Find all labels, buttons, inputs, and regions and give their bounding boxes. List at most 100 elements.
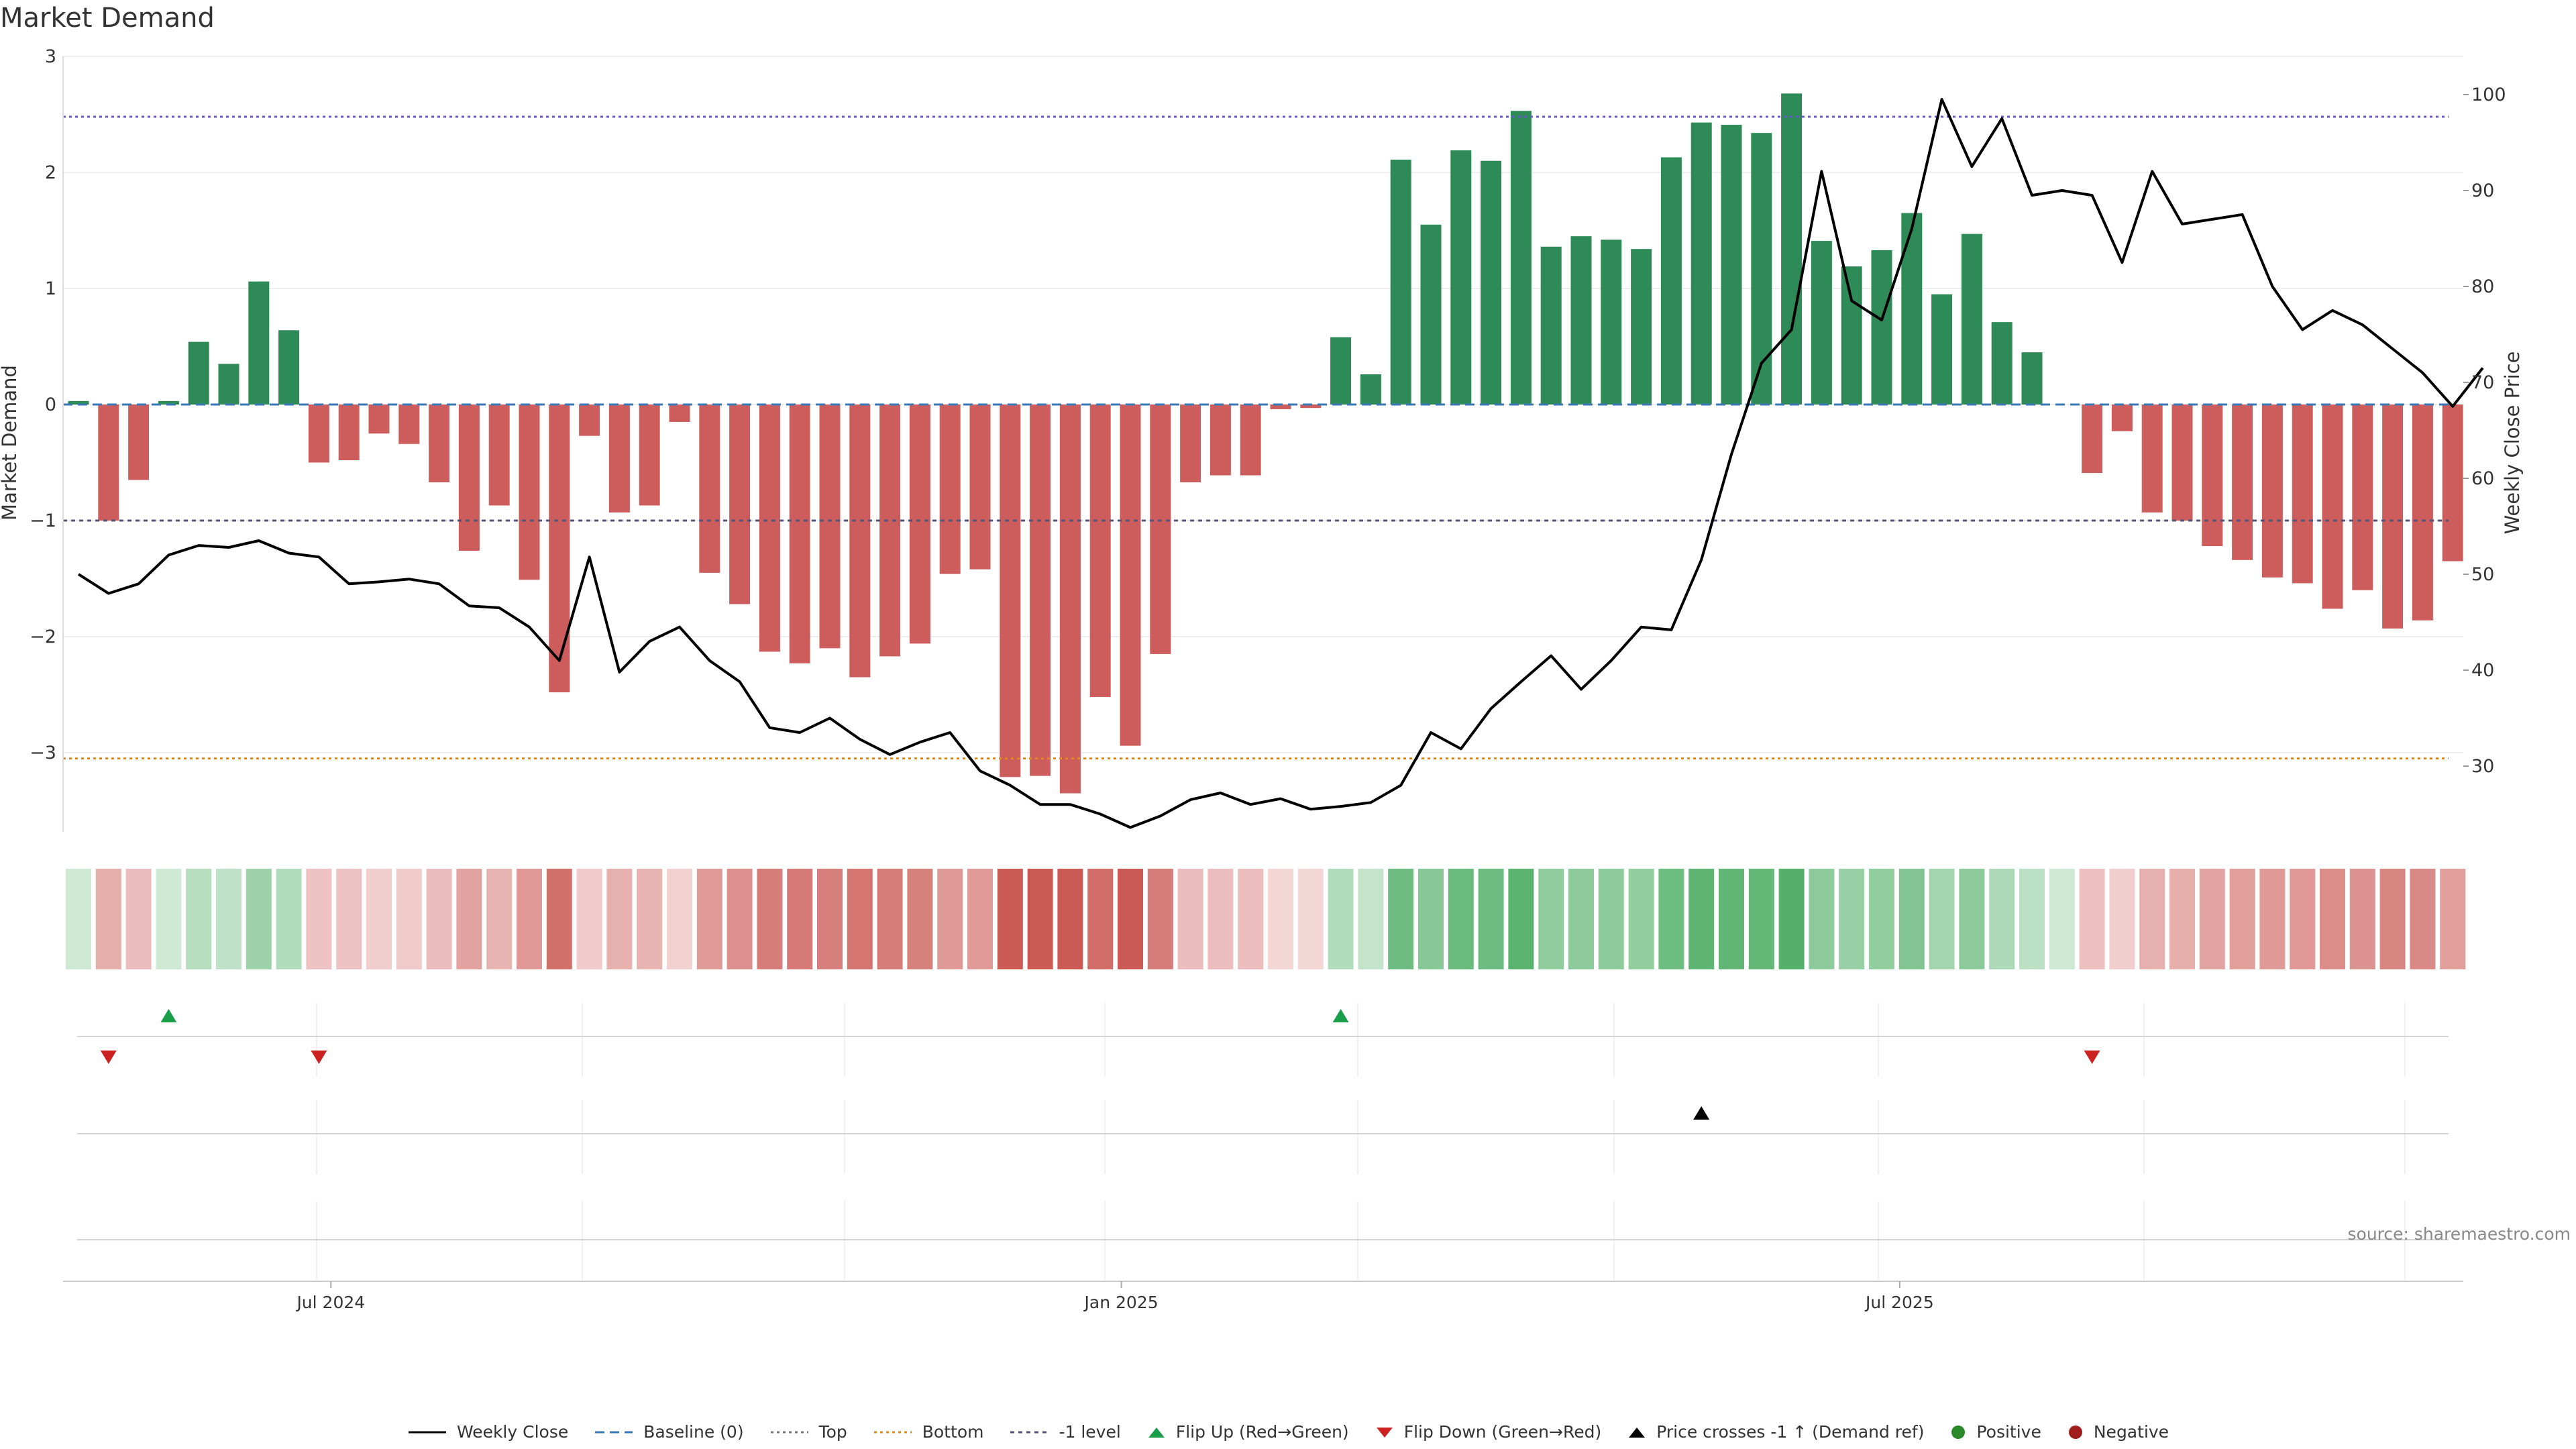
legend-label: Positive	[1976, 1422, 2041, 1442]
demand-bar-positive	[1330, 337, 1352, 405]
legend-item-flip-up[interactable]: Flip Up (Red→Green)	[1146, 1422, 1349, 1442]
heat-cell	[1658, 869, 1684, 969]
demand-bar-negative	[2232, 405, 2253, 560]
legend-label: Bottom	[922, 1422, 984, 1442]
legend: Weekly Close Baseline (0) Top Bottom -1 …	[0, 1422, 2576, 1442]
triangle-down-icon	[1376, 1427, 1393, 1438]
demand-bar-negative	[128, 405, 150, 480]
demand-bar-negative	[2382, 405, 2404, 629]
heat-cell	[1989, 869, 2015, 969]
demand-heat-strip	[66, 869, 2466, 969]
legend-item-flip-down[interactable]: Flip Down (Green→Red)	[1375, 1422, 1601, 1442]
legend-item-minus1[interactable]: -1 level	[1009, 1422, 1121, 1442]
demand-bar-positive	[1871, 250, 1892, 405]
legend-item-positive[interactable]: Positive	[1949, 1422, 2041, 1442]
heat-cell	[1839, 869, 1865, 969]
dotted-line-swatch-icon	[770, 1431, 808, 1433]
legend-label: -1 level	[1059, 1422, 1121, 1442]
demand-bar-positive	[1481, 160, 1502, 405]
demand-bar-negative	[368, 405, 390, 434]
demand-bar-negative	[338, 405, 360, 461]
heat-cell	[1748, 869, 1774, 969]
demand-bar-negative	[2322, 405, 2343, 609]
legend-label: Top	[818, 1422, 847, 1442]
heat-cell	[517, 869, 542, 969]
heat-cell	[1778, 869, 1805, 969]
demand-bar-negative	[1300, 405, 1322, 409]
demand-bar-negative	[2261, 405, 2283, 578]
heat-cell	[2139, 869, 2165, 969]
heat-cell	[1898, 869, 1925, 969]
demand-bar-positive	[1721, 125, 1742, 405]
legend-item-bottom[interactable]: Bottom	[873, 1422, 984, 1442]
demand-bar-positive	[1540, 246, 1562, 405]
demand-bar-positive	[278, 330, 300, 405]
demand-bar-negative	[2082, 405, 2103, 474]
heat-cell	[186, 869, 212, 969]
left-tick-label: −3	[30, 743, 56, 763]
chart-title: Market Demand	[0, 3, 215, 34]
legend-label: Price crosses -1 ↑ (Demand ref)	[1656, 1422, 1925, 1442]
heat-cell	[2440, 869, 2466, 969]
legend-label: Baseline (0)	[643, 1422, 744, 1442]
demand-bar-negative	[1180, 405, 1201, 482]
heat-cell	[696, 869, 722, 969]
demand-bar-negative	[819, 405, 841, 649]
demand-bar-negative	[579, 405, 600, 436]
heat-cell	[2199, 869, 2225, 969]
heat-cell	[1388, 869, 1414, 969]
heat-cell	[576, 869, 602, 969]
demand-bar-positive	[1841, 266, 1862, 405]
heat-cell	[907, 869, 933, 969]
heat-cell	[1418, 869, 1444, 969]
heat-cell	[396, 869, 422, 969]
legend-item-price-cross[interactable]: Price crosses -1 ↑ (Demand ref)	[1627, 1422, 1924, 1442]
heat-cell	[1208, 869, 1234, 969]
heat-cell	[125, 869, 152, 969]
legend-item-top[interactable]: Top	[769, 1422, 847, 1442]
right-tick-label: 80	[2471, 276, 2494, 297]
demand-bar-negative	[1030, 405, 1051, 776]
x-tick-label: Jul 2024	[295, 1293, 365, 1312]
heat-cell	[246, 869, 272, 969]
legend-item-baseline[interactable]: Baseline (0)	[594, 1422, 744, 1442]
demand-bar-positive	[2021, 352, 2043, 405]
demand-bar-negative	[308, 405, 329, 463]
right-axis-label: Weekly Close Price	[2501, 352, 2524, 535]
heat-cell	[637, 869, 663, 969]
legend-item-negative[interactable]: Negative	[2067, 1422, 2169, 1442]
demand-bar-positive	[1781, 93, 1803, 405]
demand-bar-positive	[1631, 249, 1652, 405]
demand-bar-negative	[519, 405, 540, 580]
demand-bar-negative	[939, 405, 961, 574]
heat-cell	[1688, 869, 1715, 969]
heat-cell	[1057, 869, 1083, 969]
demand-bar-positive	[158, 400, 179, 405]
demand-bar-negative	[909, 405, 930, 644]
legend-item-weekly-close[interactable]: Weekly Close	[407, 1422, 568, 1442]
demand-bar-positive	[1420, 224, 1442, 405]
heat-cell	[2019, 869, 2045, 969]
right-tick-label: 60	[2471, 468, 2494, 489]
dot-icon	[2068, 1425, 2082, 1439]
demand-bar-negative	[1120, 405, 1141, 746]
demand-bar-negative	[1000, 405, 1021, 777]
demand-bar-negative	[2202, 405, 2223, 547]
demand-bar-positive	[1690, 122, 1712, 405]
legend-label: Weekly Close	[456, 1422, 569, 1442]
right-tick-label: 70	[2471, 372, 2494, 393]
heat-cell	[667, 869, 692, 969]
heat-cell	[1508, 869, 1534, 969]
flip-down-marker	[311, 1051, 327, 1064]
heat-cell	[606, 869, 633, 969]
demand-bar-negative	[669, 405, 690, 422]
heat-cell	[997, 869, 1023, 969]
heat-cell	[2049, 869, 2075, 969]
heat-cell	[1328, 869, 1354, 969]
heat-cell	[2410, 869, 2436, 969]
weekly-close-line	[77, 98, 2484, 829]
demand-bar-negative	[488, 405, 510, 506]
demand-bar-positive	[1811, 241, 1832, 405]
demand-bar-negative	[549, 405, 570, 693]
demand-bar-positive	[1991, 322, 2012, 405]
